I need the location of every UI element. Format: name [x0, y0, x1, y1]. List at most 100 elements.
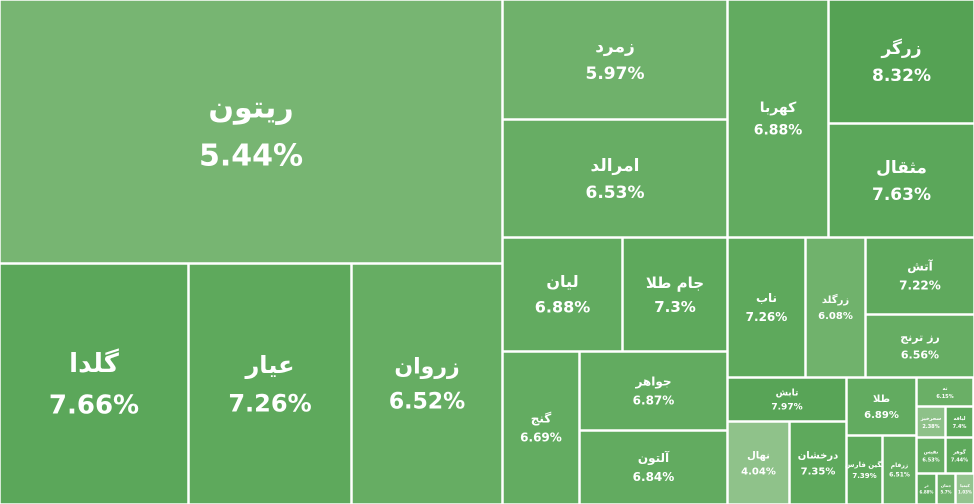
tile: نگین فارس 7.39% — [845, 435, 884, 504]
tile-value: 7.26% — [746, 310, 788, 324]
tile-value: 6.53% — [922, 457, 939, 463]
tile-value: 6.53% — [586, 183, 645, 203]
tile-label: سحرخیز — [920, 416, 941, 422]
tile-rect — [865, 314, 974, 378]
tile-rect — [727, 421, 790, 504]
tile: زرگر 8.32% — [828, 0, 974, 124]
tile: زرفام 6.51% — [882, 435, 917, 504]
tile-rect — [0, 0, 503, 264]
tile-value: 6.69% — [520, 431, 562, 445]
tile-rect — [351, 263, 503, 504]
tile-label: زرگلد — [822, 293, 849, 306]
tile-rect — [846, 435, 883, 504]
tile-label: زرفام — [891, 462, 909, 469]
tile-label: گنج — [531, 412, 552, 426]
tile-value: 8.32% — [872, 66, 931, 86]
tile-rect — [502, 237, 623, 352]
tile: ناب 7.26% — [727, 237, 806, 378]
tile-label: ته — [943, 386, 948, 392]
tile: امرالد 6.53% — [502, 119, 728, 238]
tile-label: گوهر — [952, 448, 966, 455]
tile: نفیس 6.53% — [916, 437, 946, 474]
tile-value: 5.44% — [199, 139, 303, 174]
tile-label: زمرد — [595, 37, 635, 57]
tile-value: 7.4% — [953, 424, 967, 430]
tile-label: نفیس — [924, 449, 939, 455]
tile: تابش 7.97% — [727, 377, 847, 422]
tile-rect — [828, 0, 974, 124]
tile: گلدا 7.66% — [0, 263, 189, 504]
tile-label: طلا — [873, 394, 890, 405]
tile-value: 1.03% — [958, 489, 972, 494]
tile-rect — [916, 406, 946, 438]
tile-value: 7.35% — [801, 467, 836, 478]
tile-rect — [579, 351, 728, 431]
tile: ته 6.15% — [916, 377, 974, 407]
tile-label: ذر — [923, 483, 928, 488]
tile-value: 7.44% — [951, 457, 968, 463]
tile-rect — [502, 351, 580, 504]
tile-rect — [936, 473, 956, 504]
tile-rect — [805, 237, 866, 378]
tile: عیار 7.26% — [188, 263, 352, 504]
tile-label: آلتون — [638, 450, 670, 466]
tile-rect — [188, 263, 352, 504]
tile-value: 6.08% — [818, 311, 853, 322]
tile-rect — [502, 119, 728, 238]
tile-rect — [502, 0, 728, 120]
tile-label: امرالد — [591, 156, 640, 176]
tile-value: 4.04% — [741, 467, 776, 478]
tile-rect — [916, 473, 937, 504]
tile-label: زروان — [394, 355, 459, 380]
tile-label: ریتون — [208, 91, 293, 126]
tile-value: 6.52% — [389, 390, 465, 415]
tile-value: 5.97% — [586, 64, 645, 84]
tile-label: جمان — [941, 483, 952, 488]
tile-label: زرگر — [880, 38, 921, 59]
tile-value: 5.7% — [940, 489, 951, 494]
tile-label: لیاقه — [953, 416, 965, 422]
tile: زمرد 5.97% — [502, 0, 728, 120]
tile-label: نهال — [747, 451, 770, 462]
tile-rect — [727, 237, 806, 378]
tile: جواهر 6.87% — [579, 351, 728, 431]
tile: لیان 6.88% — [502, 237, 623, 352]
tile-label: رز ترنج — [900, 331, 940, 344]
tile: سحرخیز 2.38% — [916, 406, 946, 438]
tile-value: 6.88% — [535, 298, 591, 317]
tile-value: 7.97% — [771, 403, 802, 413]
tile: ذر6.88% — [916, 473, 937, 504]
tile: گوهر 7.44% — [945, 437, 974, 474]
tile: زرگلد 6.08% — [805, 237, 866, 378]
tile-rect — [579, 430, 728, 504]
tile-rect — [945, 406, 974, 438]
tile-label: جواهر — [634, 375, 671, 390]
tile: درخشان 7.35% — [789, 421, 847, 504]
tile-label: جام طلا — [646, 274, 704, 292]
tile-rect — [916, 377, 974, 407]
tile: لیاقه 7.4% — [945, 406, 974, 438]
tile-value: 6.51% — [889, 472, 910, 479]
tile-label: لیان — [546, 272, 578, 291]
tile-rect — [955, 473, 974, 504]
tile: نهال 4.04% — [727, 421, 790, 504]
tile-rect — [789, 421, 847, 504]
tile: ریتون 5.44% — [0, 0, 503, 264]
tile-rect — [828, 123, 974, 238]
tile-rect — [622, 237, 728, 352]
tile-value: 6.56% — [901, 348, 939, 361]
tile-label: آتش — [907, 259, 933, 274]
tile-label: کهربا — [760, 100, 797, 116]
tile-value: 7.66% — [49, 391, 139, 421]
tile-rect — [916, 437, 946, 474]
tile: رز ترنج 6.56% — [865, 314, 974, 378]
tile-label: درخشان — [798, 451, 839, 462]
tile-rect — [846, 377, 917, 436]
tile-value: 6.15% — [936, 394, 953, 400]
tile: طلا 6.89% — [846, 377, 917, 436]
tile: کهربا 6.88% — [727, 0, 829, 238]
tile-rect — [882, 435, 917, 504]
tile-label: مثقال — [876, 158, 927, 178]
